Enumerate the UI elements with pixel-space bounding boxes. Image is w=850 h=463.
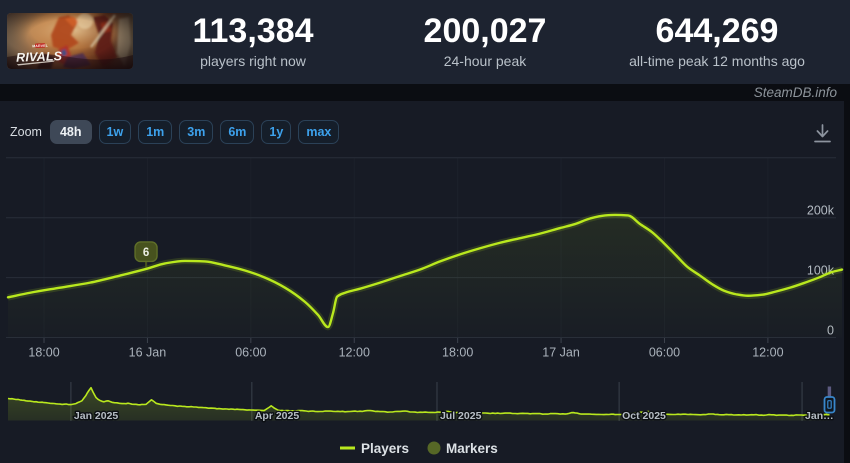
x-axis-label: 06:00 <box>649 346 680 360</box>
nav-range-edge <box>827 386 832 398</box>
y-axis-label: 200k <box>807 204 835 218</box>
stat-current-players: 113,384 players right now <box>133 12 373 70</box>
download-icon[interactable] <box>814 123 831 145</box>
nav-axis-label: Oct 2025 <box>622 410 666 422</box>
zoom-button-6m[interactable]: 6m <box>220 120 255 144</box>
legend-item-markers[interactable]: Markers <box>427 441 498 456</box>
players-line[interactable] <box>6 213 844 329</box>
zoom-button-1w[interactable]: 1w <box>98 120 132 144</box>
stat-24h-peak: 200,027 24-hour peak <box>365 12 605 70</box>
zoom-toolbar: Zoom 48h 1w 1m 3m 6m 1y max <box>10 120 346 144</box>
x-axis-label: 06:00 <box>235 346 266 360</box>
stat-current-players-value: 113,384 <box>192 12 314 50</box>
steamdb-watermark: SteamDB.info <box>753 85 837 100</box>
chart-marker-badge[interactable]: 6 <box>134 241 158 268</box>
marker-badge-box <box>134 241 158 263</box>
zoom-button-3m[interactable]: 3m <box>179 120 214 144</box>
nav-axis-label: Jul 2025 <box>440 410 482 422</box>
stat-current-players-caption: players right now <box>200 53 306 69</box>
zoom-button-48h[interactable]: 48h <box>49 120 92 144</box>
game-banner-art: MARVEL RIVALS <box>7 13 133 69</box>
nav-handle[interactable] <box>823 396 836 414</box>
stat-alltime-peak: 644,269 all-time peak 12 months ago <box>587 12 847 70</box>
legend-markers-label: Markers <box>446 441 498 456</box>
legend-markers-swatch <box>427 441 441 455</box>
stat-alltime-peak-caption: all-time peak 12 months ago <box>629 53 805 69</box>
x-axis-label: 18:00 <box>442 346 473 360</box>
players-area-fill <box>8 214 842 338</box>
chart-card: Zoom 48h 1w 1m 3m 6m 1y max 18:00 16 Jan 06:00 12… <box>0 101 844 463</box>
x-axis-label: 12:00 <box>752 346 783 360</box>
svg-text:MARVEL: MARVEL <box>32 44 48 49</box>
legend-item-players[interactable]: Players <box>340 441 409 456</box>
nav-line <box>7 386 830 417</box>
stat-alltime-peak-value: 644,269 <box>655 12 779 50</box>
x-axis-label: 16 Jan <box>129 346 167 360</box>
nav-handle-box <box>823 396 836 414</box>
marker-badge-count: 6 <box>143 247 149 259</box>
header-stats: 113,384 players right now 200,027 24-hou… <box>133 0 850 84</box>
x-axis-label: 18:00 <box>28 346 59 360</box>
x-axis-label: 12:00 <box>339 346 370 360</box>
zoom-label: Zoom <box>10 125 42 139</box>
zoom-button-max[interactable]: max <box>298 120 340 144</box>
stat-24h-peak-value: 200,027 <box>423 12 547 50</box>
nav-axis-label: Jan 2025 <box>74 410 119 422</box>
players-chart: 18:00 16 Jan 06:00 12:00 18:00 17 Jan 06:00 12:… <box>6 157 844 456</box>
watermark-strip: SteamDB.info <box>0 84 850 101</box>
x-axis-label: 17 Jan <box>542 346 580 360</box>
rivals-logo: MARVEL RIVALS <box>16 43 63 66</box>
nav-axis-label: Apr 2025 <box>255 410 300 422</box>
nav-handle-grip <box>827 400 832 409</box>
legend-players-label: Players <box>361 441 409 456</box>
game-banner[interactable]: MARVEL RIVALS <box>7 13 133 69</box>
app-header: MARVEL RIVALS 113,384 players right now … <box>0 0 850 84</box>
stat-24h-peak-caption: 24-hour peak <box>443 53 527 69</box>
zoom-buttons: 48h 1w 1m 3m 6m 1y max <box>49 120 346 144</box>
nav-area-fill[interactable] <box>8 387 830 421</box>
zoom-button-1y[interactable]: 1y <box>261 120 292 144</box>
zoom-button-1m[interactable]: 1m <box>138 120 173 144</box>
